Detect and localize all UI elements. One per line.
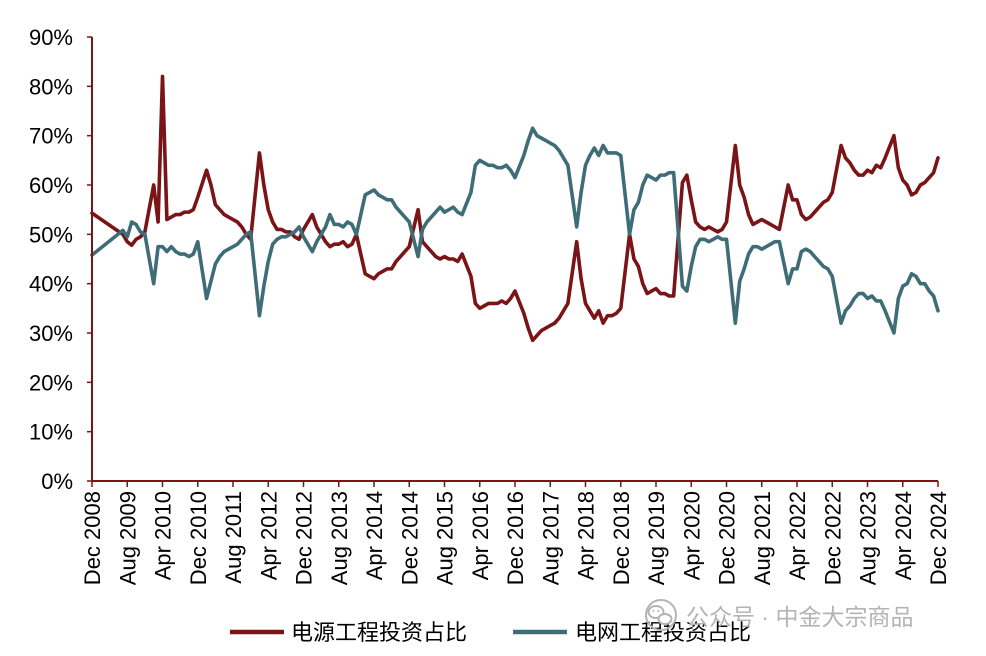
y-tick-label: 20% xyxy=(29,370,73,395)
x-tick-label: Dec 2022 xyxy=(820,491,845,585)
power-source-investment-share-line xyxy=(90,74,940,343)
x-tick-label: Aug 2019 xyxy=(644,491,669,585)
x-tick-label: Apr 2022 xyxy=(785,491,810,580)
plot-area: 0% 10% 20% 30% 40% 50% 60% 70% 80% 90% Dec 2008 Aug… xyxy=(29,25,951,585)
watermark: 公众号 · 中金大宗商品 xyxy=(645,599,913,631)
x-tick-label: Apr 2024 xyxy=(891,491,916,580)
legend: 电源工程投资占比 电网工程投资占比 xyxy=(230,620,751,645)
x-tick-label: Aug 2017 xyxy=(538,491,563,585)
y-tick-label: 70% xyxy=(29,124,73,149)
x-tick-label: Aug 2021 xyxy=(750,491,775,585)
x-tick-label: Aug 2013 xyxy=(327,491,352,585)
y-tick-label: 90% xyxy=(29,25,73,50)
x-tick-label: Dec 2012 xyxy=(292,491,317,585)
y-tick-label: 10% xyxy=(29,420,73,445)
x-tick-label: Aug 2023 xyxy=(856,491,881,585)
x-tick-label: Dec 2008 xyxy=(80,491,105,585)
x-tick-label: Apr 2014 xyxy=(362,491,387,580)
x-tick-label: Dec 2014 xyxy=(397,491,422,585)
x-tick-label: Dec 2010 xyxy=(186,491,211,585)
x-tick-label: Dec 2020 xyxy=(715,491,740,585)
x-tick-label: Dec 2016 xyxy=(503,491,528,585)
x-tick-label: Aug 2011 xyxy=(221,491,246,584)
y-tick-label: 60% xyxy=(29,173,73,198)
y-tick-label: 80% xyxy=(29,74,73,99)
x-tick-label: Apr 2020 xyxy=(679,491,704,580)
x-tick-label: Dec 2024 xyxy=(926,491,951,585)
x-tick-label: Apr 2010 xyxy=(151,491,176,580)
x-tick-label: Aug 2009 xyxy=(115,491,140,585)
y-tick-label: 0% xyxy=(41,469,73,494)
power-grid-investment-share-line xyxy=(90,126,940,335)
watermark-text: 公众号 · 中金大宗商品 xyxy=(686,604,913,630)
y-tick-label: 50% xyxy=(29,222,73,247)
x-tick-label: Apr 2016 xyxy=(468,491,493,580)
wechat-logo-icon xyxy=(645,599,677,631)
x-tick-label: Apr 2012 xyxy=(256,491,281,580)
y-tick-label: 30% xyxy=(29,321,73,346)
x-tick-label: Dec 2018 xyxy=(609,491,634,585)
legend-label-power-source: 电源工程投资占比 xyxy=(291,620,467,645)
x-tick-label: Apr 2018 xyxy=(574,491,599,580)
x-tick-label: Aug 2015 xyxy=(433,491,458,585)
y-tick-label: 40% xyxy=(29,272,73,297)
